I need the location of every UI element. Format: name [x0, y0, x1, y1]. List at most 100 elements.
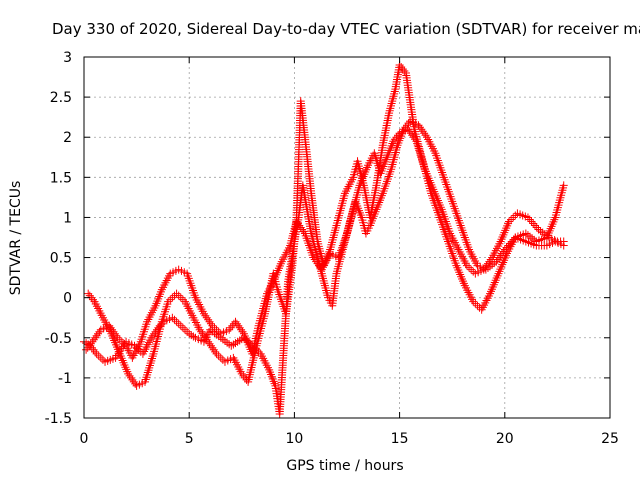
data-point	[214, 351, 223, 360]
data-point	[82, 345, 91, 354]
y-axis-label: SDTVAR / TECUs	[8, 181, 24, 296]
data-point	[218, 335, 227, 344]
data-point	[383, 150, 392, 159]
data-point	[170, 315, 179, 324]
data-markers	[80, 61, 568, 418]
data-point	[201, 311, 210, 320]
data-point	[532, 223, 541, 232]
data-point	[404, 119, 413, 128]
data-point	[394, 131, 403, 140]
data-point	[356, 211, 365, 220]
data-point	[229, 340, 238, 349]
data-point	[95, 327, 104, 336]
data-point	[268, 375, 277, 384]
data-point	[129, 377, 138, 386]
data-point	[394, 138, 403, 147]
data-point	[178, 323, 187, 332]
data-point	[397, 63, 406, 72]
data-point	[110, 329, 119, 338]
data-point	[178, 295, 187, 304]
data-point	[195, 325, 204, 334]
data-point	[202, 335, 211, 344]
y-tick-label: -1	[58, 371, 72, 387]
data-point	[106, 323, 115, 332]
data-point	[206, 319, 215, 328]
data-point	[91, 347, 100, 356]
x-axis-label: GPS time / hours	[286, 458, 403, 474]
data-point	[414, 121, 423, 130]
data-point	[237, 325, 246, 334]
data-point	[211, 347, 220, 356]
data-point	[98, 355, 107, 364]
data-point	[483, 259, 492, 268]
data-point	[94, 329, 103, 338]
data-point	[209, 345, 218, 354]
data-point	[398, 65, 407, 74]
data-point	[511, 211, 520, 220]
data-point	[486, 255, 495, 264]
data-point	[227, 341, 236, 350]
data-point	[197, 327, 206, 336]
y-tick-label: 2.5	[50, 90, 72, 106]
data-point	[384, 148, 393, 157]
data-point	[83, 343, 92, 352]
data-point	[156, 287, 165, 296]
data-point	[85, 291, 94, 300]
data-point	[235, 323, 244, 332]
data-point	[92, 331, 101, 340]
data-point	[180, 325, 189, 334]
y-tick-label: -1.5	[45, 411, 72, 427]
data-point	[210, 323, 219, 332]
data-point	[507, 215, 516, 224]
x-tick-label: 25	[601, 431, 619, 447]
data-point	[390, 135, 399, 144]
data-point	[473, 301, 482, 310]
data-point	[108, 325, 117, 334]
y-tick-label: 1	[63, 210, 72, 226]
data-point	[355, 208, 364, 217]
data-point	[526, 232, 535, 241]
data-point	[505, 217, 514, 226]
data-point	[418, 127, 427, 136]
data-point	[84, 289, 93, 298]
chart-title: Day 330 of 2020, Sidereal Day-to-day VTE…	[52, 20, 640, 38]
data-point	[176, 321, 185, 330]
data-point	[462, 261, 471, 270]
data-point	[125, 371, 134, 380]
data-point	[153, 297, 162, 306]
data-point	[534, 225, 543, 234]
data-point	[238, 327, 247, 336]
data-point	[405, 127, 414, 136]
data-point	[225, 325, 234, 334]
data-point	[409, 133, 418, 142]
x-tick-label: 20	[496, 431, 514, 447]
data-point	[530, 235, 539, 244]
data-point	[96, 353, 105, 362]
y-tick-label: 0	[63, 291, 72, 307]
data-point	[216, 353, 225, 362]
x-tick-label: 5	[185, 431, 194, 447]
data-point	[201, 333, 210, 342]
data-point	[124, 369, 133, 378]
data-point	[542, 231, 551, 240]
data-point	[381, 157, 390, 166]
data-point	[386, 144, 395, 153]
data-point	[485, 257, 494, 266]
data-point	[204, 337, 213, 346]
x-tick-label: 0	[80, 431, 89, 447]
data-point	[92, 349, 101, 358]
data-point	[523, 231, 532, 240]
data-point	[174, 291, 183, 300]
data-point	[465, 263, 474, 272]
data-point	[296, 223, 305, 232]
data-point	[536, 227, 545, 236]
data-point	[204, 315, 213, 324]
data-point	[164, 297, 173, 306]
data-point	[176, 293, 185, 302]
data-point	[231, 317, 240, 326]
data-point	[313, 259, 322, 268]
data-point	[500, 245, 509, 254]
y-tick-label: 2	[63, 130, 72, 146]
y-tick-label: -0.5	[45, 331, 72, 347]
